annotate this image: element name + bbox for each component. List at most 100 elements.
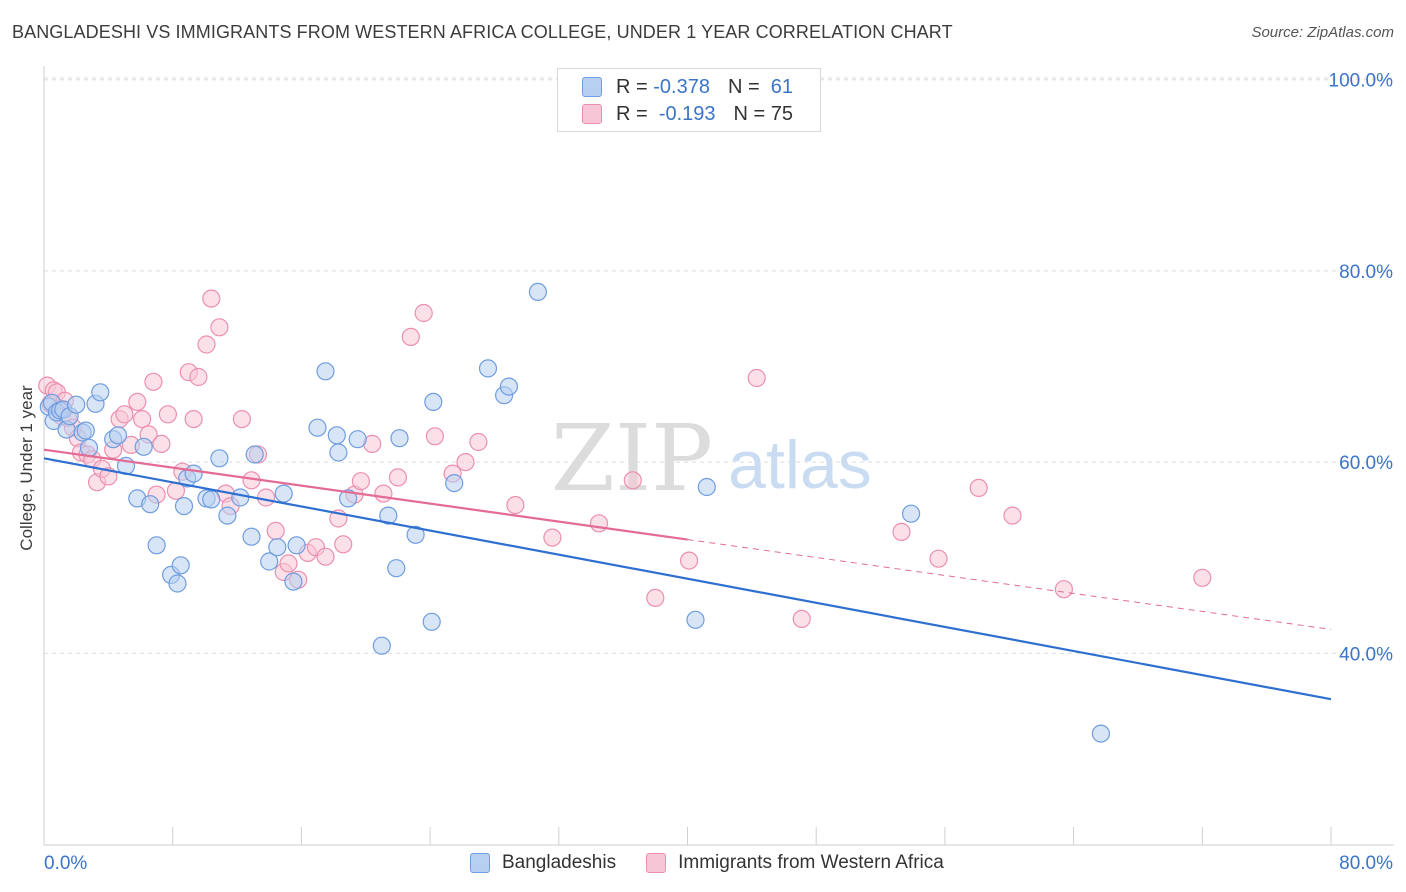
data-point (210, 318, 229, 337)
data-point (445, 474, 464, 493)
data-point (469, 432, 488, 452)
trend-line-bangladeshis (43, 457, 1332, 701)
data-point (115, 405, 134, 424)
y-tick-label: 80.0% (1339, 262, 1393, 283)
data-point (147, 536, 166, 555)
legend-r-label: R = (616, 75, 648, 98)
data-point (329, 443, 348, 462)
grid (44, 77, 1394, 654)
watermark-zip: ZIP (551, 405, 713, 512)
data-point (152, 434, 171, 453)
data-point (260, 552, 279, 571)
data-point (79, 438, 99, 457)
data-point (218, 506, 237, 525)
data-point (406, 525, 425, 544)
data-point (792, 609, 811, 629)
data-point (374, 484, 393, 503)
data-point (425, 427, 444, 446)
data-point (242, 527, 261, 546)
x-tick-label: 80.0% (1339, 853, 1393, 874)
data-point (388, 468, 407, 487)
legend-label: Immigrants from Western Africa (678, 852, 944, 873)
data-point (929, 549, 948, 568)
data-point (339, 489, 358, 508)
tick-labels: 40.0% 60.0% 80.0% 100.0% 0.0% 80.0% (44, 71, 1393, 874)
data-point (141, 495, 160, 514)
data-point (334, 535, 353, 554)
axes (43, 66, 1394, 846)
data-point (67, 395, 86, 414)
x-tick-label: 0.0% (44, 853, 87, 874)
data-point (747, 368, 766, 388)
data-point (134, 437, 153, 456)
legend-r-value: -0.193 (658, 102, 716, 125)
legend-swatch-blue (582, 77, 602, 97)
data-point (372, 636, 391, 655)
data-point (274, 484, 293, 503)
trend-line-western-africa-dashed (687, 539, 1332, 630)
legend-item-bangladeshis[interactable]: Bangladeshis (470, 852, 616, 874)
series-bangladeshis (39, 282, 1111, 743)
legend-series: Bangladeshis Immigrants from Western Afr… (470, 852, 974, 874)
legend-label: Bangladeshis (502, 852, 617, 873)
data-point (424, 392, 443, 411)
legend-item-western-africa[interactable]: Immigrants from Western Africa (646, 852, 944, 874)
data-point (256, 488, 276, 507)
data-point (287, 536, 306, 555)
data-point (232, 410, 251, 429)
legend-row-western-africa: R = -0.193 N = 75 (582, 102, 793, 126)
data-point (379, 506, 398, 525)
data-point (284, 572, 303, 591)
legend-n-value: 61 (770, 75, 794, 98)
watermark: ZIP atlas (551, 405, 872, 512)
trend-line-western-africa (43, 448, 688, 541)
data-point (478, 359, 498, 378)
data-point (197, 335, 216, 354)
data-point (456, 453, 475, 472)
data-point (401, 327, 420, 346)
data-point (1193, 568, 1212, 587)
data-point (308, 418, 327, 437)
data-point (506, 496, 525, 515)
data-point (202, 490, 221, 509)
y-tick-label: 100.0% (1329, 71, 1394, 92)
legend-swatch-pink (582, 104, 602, 124)
data-point (202, 289, 221, 308)
data-point (245, 445, 264, 464)
data-point (171, 556, 190, 575)
data-point (422, 612, 441, 631)
data-point (348, 430, 367, 449)
data-point (108, 426, 128, 445)
data-point (231, 488, 250, 507)
data-point (189, 367, 208, 387)
data-point (499, 377, 518, 396)
data-point (414, 303, 433, 323)
data-point (543, 528, 562, 547)
data-point (91, 383, 110, 402)
data-point (184, 464, 203, 483)
legend-swatch-blue (470, 853, 490, 873)
legend-r-label: R = (616, 102, 648, 125)
data-point (623, 471, 642, 490)
data-point (901, 504, 921, 523)
data-point (1054, 580, 1074, 599)
data-point (686, 610, 705, 629)
data-point (133, 410, 152, 429)
watermark-atlas: atlas (728, 427, 872, 503)
data-point (969, 478, 988, 497)
data-point (168, 574, 187, 593)
data-point (128, 392, 147, 411)
data-point (646, 588, 665, 608)
data-point (1003, 506, 1022, 525)
data-point (279, 554, 298, 573)
data-point (210, 449, 229, 468)
data-point (184, 410, 203, 429)
legend-swatch-pink (646, 853, 667, 873)
data-point (351, 472, 370, 491)
legend-r-value: -0.378 (653, 75, 710, 98)
data-point (268, 538, 287, 557)
data-point (316, 362, 335, 381)
data-point (174, 497, 194, 516)
data-point (697, 477, 716, 497)
